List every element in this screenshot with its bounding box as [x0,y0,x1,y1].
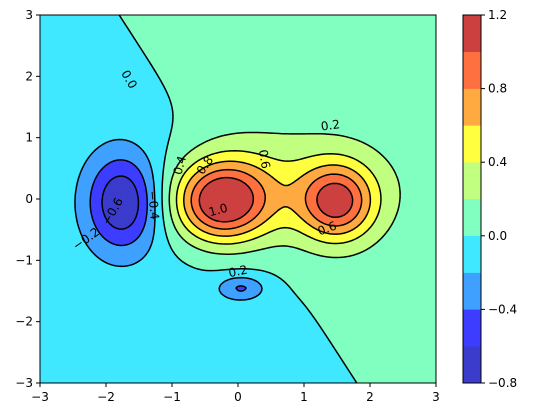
y-tick-label: −1 [15,253,33,267]
colorbar-band-6 [462,125,482,163]
contour-label-1: 0.2 [320,117,341,134]
contour-label-4: 0.6 [256,149,273,170]
contour-line-3 [118,15,358,383]
colorbar-band-4 [462,198,482,237]
colorbar-band-5 [462,161,482,200]
contour-line-4 [168,131,401,259]
y-tick-label: 2 [25,69,33,83]
colorbar-band-8 [462,51,482,89]
colorbar-band-2 [462,272,482,310]
x-axis: −3 −2 −1 0 1 2 3 [31,383,440,404]
contour-line-1 [89,159,247,292]
x-tick-label: 0 [234,390,242,404]
y-tick-label: 1 [25,131,33,145]
contour-line-0 [101,175,140,230]
x-tick-label: 1 [300,390,308,404]
x-tick-label: 2 [366,390,374,404]
contour-label-9: −0.4 [145,190,161,220]
contour-line-6 [183,160,372,237]
plot-area: 0.00.20.20.4 0.60.60.81.0−0.2−0.4−0.6 [40,15,436,383]
x-tick-label: 3 [432,390,440,404]
contour-lines [74,15,401,383]
y-tick-label: −2 [15,315,33,329]
y-tick-label: 3 [25,8,33,22]
contour-line-8 [198,176,354,223]
colorbar-tick-label: −0.4 [488,302,517,316]
contour-band-4 [118,15,436,383]
colorbar-band-7 [462,88,482,126]
contour-line-5 [175,150,382,245]
contour-line-2 [74,138,263,301]
contour-label-5: 0.6 [316,219,339,239]
colorbar-band-3 [462,235,482,273]
y-axis: −3 −2 −1 0 1 2 3 [15,8,40,390]
y-tick-label: 0 [25,192,33,206]
x-tick-label: −1 [163,390,181,404]
colorbar-tick-label: 0.0 [488,229,507,243]
colorbar-frame [462,14,482,384]
contour-label-2: 0.2 [227,263,249,281]
x-tick-label: −3 [31,390,49,404]
contour-line-7 [190,168,363,230]
filled-contours [40,15,436,383]
colorbar-tick-label: 0.4 [488,155,507,169]
y-tick-label: −3 [15,376,33,390]
colorbar-band-1 [462,309,482,347]
colorbar-tick-label: −0.8 [488,376,517,390]
colorbar-tick-label: 0.8 [488,82,507,96]
colorbar-band-9 [462,14,482,53]
colorbar-band-0 [462,345,482,384]
colorbar-tick-label: 1.2 [488,8,507,22]
contour-label-3: 0.4 [171,154,189,176]
x-tick-label: −2 [97,390,115,404]
contour-band-3 [40,15,358,383]
contour-label-7: 1.0 [207,201,229,219]
colorbar: −0.8 −0.4 0.0 0.4 0.8 1.2 [462,8,517,390]
